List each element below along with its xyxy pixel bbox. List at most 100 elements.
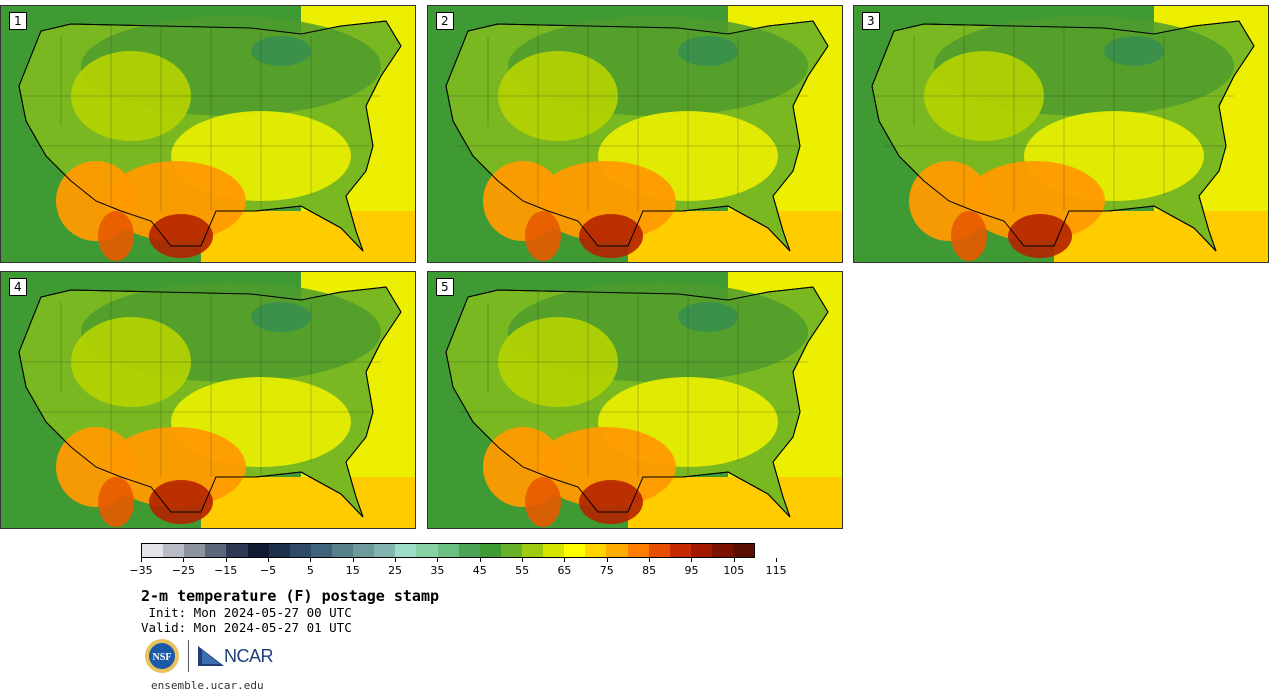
colorbar-tick-label: 25 — [388, 564, 403, 577]
coastline — [445, 286, 829, 518]
south-hot-region — [536, 427, 676, 507]
valid-time: Valid: Mon 2024-05-27 01 UTC — [141, 620, 352, 635]
colorbar-segment — [184, 544, 206, 557]
colorbar-segment — [437, 544, 459, 557]
great-lakes — [251, 36, 311, 66]
member-label: 3 — [862, 12, 880, 30]
colorbar-segment — [458, 544, 480, 557]
colorbar-tick-label: −5 — [259, 564, 277, 577]
member-label: 4 — [9, 278, 27, 296]
temperature-map — [1, 6, 415, 262]
colorbar-tick — [437, 558, 439, 562]
south-hot-region — [965, 161, 1105, 241]
south-hot-region — [536, 161, 676, 241]
colorbar-segment — [521, 544, 544, 557]
colorbar-segment — [606, 544, 628, 557]
colorbar-tick-label: 35 — [430, 564, 445, 577]
temperature-map — [428, 6, 842, 262]
colorbar-segment — [268, 544, 290, 557]
nsf-logo-text: NSF — [153, 652, 172, 663]
colorbar-tick-label: 85 — [642, 564, 657, 577]
colorbar-segment — [690, 544, 712, 557]
colorbar-segment — [310, 544, 332, 557]
colorbar-segment — [353, 544, 375, 557]
colorbar-tick — [776, 558, 778, 562]
colorbar-tick — [564, 558, 566, 562]
colorbar-tick — [395, 558, 397, 562]
coastline — [445, 20, 829, 252]
colorbar-segment — [163, 544, 185, 557]
colorbar-tick-label: 115 — [765, 564, 787, 577]
member-label: 5 — [436, 278, 454, 296]
logo-divider — [188, 640, 189, 672]
colorbar-tick — [183, 558, 185, 562]
texas-very-hot-region — [579, 480, 643, 524]
colorbar-tick — [522, 558, 524, 562]
temperature-map — [1, 272, 415, 528]
colorbar-segment — [564, 544, 586, 557]
map-panel-4: 4 — [0, 271, 416, 529]
colorbar-segment — [416, 544, 438, 557]
colorbar-tick — [141, 558, 142, 562]
map-panel-3: 3 — [853, 5, 1269, 263]
texas-very-hot-region — [149, 480, 213, 524]
great-lakes — [1104, 36, 1164, 66]
colorbar-tick — [691, 558, 693, 562]
colorbar-tick — [606, 558, 608, 562]
coastline — [18, 20, 402, 252]
colorbar-tick — [268, 558, 270, 562]
coastline — [871, 20, 1255, 252]
mexico-hot-region — [951, 211, 987, 261]
texas-very-hot-region — [579, 214, 643, 258]
mexico-hot-region — [98, 211, 134, 261]
colorbar-segment — [733, 544, 755, 557]
map-panel-1: 1 — [0, 5, 416, 263]
colorbar-tick — [733, 558, 735, 562]
colorbar-segment — [648, 544, 670, 557]
colorbar-segment — [142, 544, 164, 557]
chart-title: 2-m temperature (F) postage stamp — [141, 587, 440, 605]
colorbar-segment — [585, 544, 607, 557]
colorbar-tick-label: 95 — [684, 564, 699, 577]
great-lakes — [678, 302, 738, 332]
colorbar-segment — [395, 544, 417, 557]
colorbar-tick-label: −15 — [214, 564, 238, 577]
mexico-hot-region — [98, 477, 134, 527]
colorbar-tick-label: 105 — [723, 564, 745, 577]
colorbar-segment — [205, 544, 227, 557]
colorbar-tick — [649, 558, 651, 562]
map-panel-2: 2 — [427, 5, 843, 263]
colorbar-ticks: −35 −25 −15 −5 5 15 25 35 45 55 65 75 85 95 105 115 — [129, 558, 787, 578]
colorbar-tick-label: 75 — [599, 564, 614, 577]
ncar-logo-text: NCAR — [224, 645, 274, 666]
colorbar-tick-label: 15 — [345, 564, 360, 577]
colorbar-tick-label: 55 — [515, 564, 530, 577]
colorbar-segment — [331, 544, 354, 557]
great-lakes — [251, 302, 311, 332]
ncar-logo-icon — [198, 646, 224, 666]
colorbar-segment — [479, 544, 501, 557]
colorbar-segment — [500, 544, 522, 557]
init-time: Init: Mon 2024-05-27 00 UTC — [141, 605, 352, 620]
colorbar-tick — [352, 558, 354, 562]
colorbar-segment — [247, 544, 269, 557]
texas-very-hot-region — [149, 214, 213, 258]
colorbar-segment — [289, 544, 311, 557]
colorbar-segment — [226, 544, 248, 557]
colorbar-segment — [711, 544, 734, 557]
great-lakes — [678, 36, 738, 66]
logos: NSF NCAR — [144, 638, 274, 674]
temperature-map — [854, 6, 1268, 262]
map-panel-5: 5 — [427, 271, 843, 529]
texas-very-hot-region — [1008, 214, 1072, 258]
colorbar-tick-label: 5 — [306, 564, 314, 577]
colorbar-segment — [627, 544, 649, 557]
site-url: ensemble.ucar.edu — [151, 679, 264, 692]
colorbar-tick — [310, 558, 312, 562]
colorbar-tick-label: 65 — [557, 564, 572, 577]
member-label: 2 — [436, 12, 454, 30]
nsf-logo-icon: NSF — [145, 639, 179, 673]
colorbar-segment — [543, 544, 565, 557]
temperature-map — [428, 272, 842, 528]
colorbar-tick — [479, 558, 481, 562]
